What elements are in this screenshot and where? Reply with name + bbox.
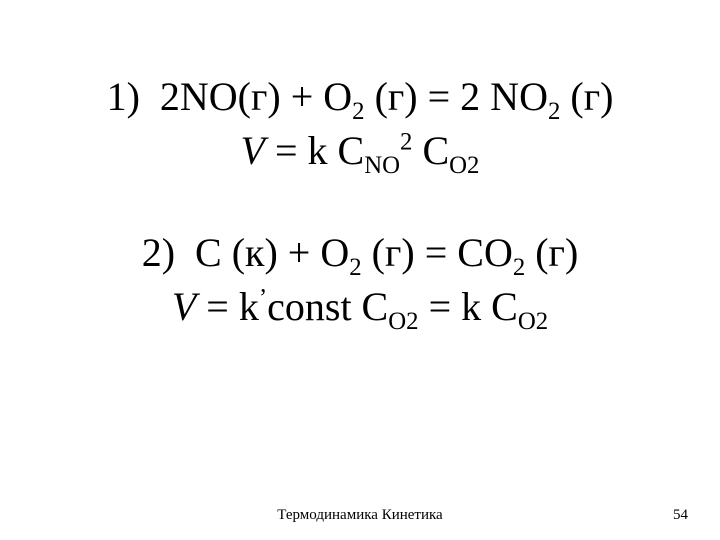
eq2-rate-part1: = k	[196, 284, 259, 329]
eq1-rate-sub-no: NO	[364, 152, 400, 179]
eq1-sub-no2: 2	[548, 98, 560, 125]
eq1-rate-V: V	[241, 128, 265, 173]
slide: 1) 2NO(г) + O2 (г) = 2 NO2 (г) V = k CNO…	[0, 0, 720, 540]
eq2-reaction-part1: C (к) + O	[195, 230, 349, 275]
eq1-label: 1)	[107, 74, 140, 119]
eq1-sub-o2: 2	[352, 98, 364, 125]
eq1-reaction-part2: (г) = 2 NO	[375, 74, 548, 119]
eq2-rate-part2: const C	[267, 284, 388, 329]
eq2-prime: ’	[259, 285, 267, 312]
eq2-label: 2)	[142, 230, 175, 275]
eq2-sub-o2: 2	[349, 254, 361, 281]
eq2-reaction-part3: (г)	[535, 230, 578, 275]
slide-content: 1) 2NO(г) + O2 (г) = 2 NO2 (г) V = k CNO…	[0, 70, 720, 334]
equation-1-rate: V = k CNO2 CO2	[0, 124, 720, 178]
equation-2-reaction: 2) C (к) + O2 (г) = CO2 (г)	[0, 226, 720, 280]
eq1-reaction-part1: 2NO(г) + O	[160, 74, 352, 119]
eq1-reaction-part3: (г)	[560, 74, 613, 119]
eq2-rate-V: V	[172, 284, 196, 329]
eq2-sub-co2: 2	[513, 254, 525, 281]
eq1-rate-part2: C	[412, 128, 449, 173]
eq2-reaction-part2: (г) = CO	[372, 230, 513, 275]
equation-2-rate: V = k’const CO2 = k CO2	[0, 280, 720, 334]
eq1-rate-sup-2: 2	[400, 129, 412, 156]
eq2-rate-part3: = k C	[419, 284, 518, 329]
equation-1-reaction: 1) 2NO(г) + O2 (г) = 2 NO2 (г)	[0, 70, 720, 124]
eq2-rate-sub-o2-2: O2	[518, 308, 548, 335]
page-number: 54	[673, 507, 688, 524]
footer-title: Термодинамика Кинетика	[0, 507, 720, 524]
eq1-rate-part1: = k C	[265, 128, 364, 173]
eq2-rate-sub-o2-1: O2	[388, 308, 418, 335]
eq1-rate-sub-o2: O2	[449, 152, 479, 179]
